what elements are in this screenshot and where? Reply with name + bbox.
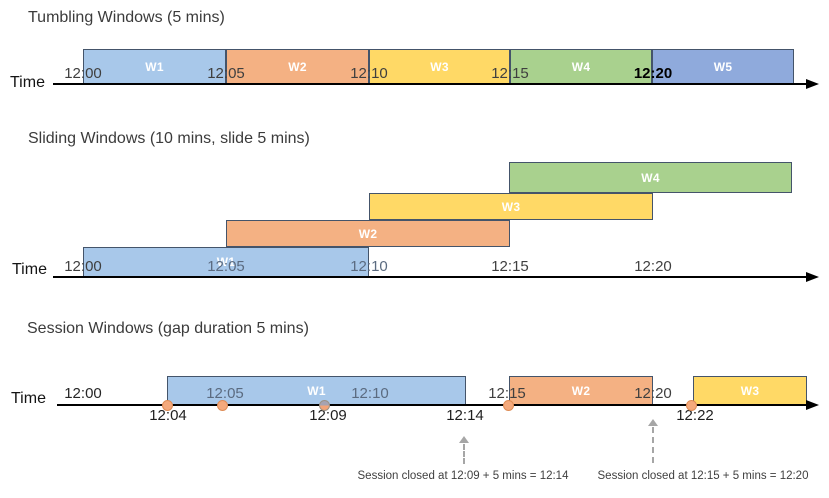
tick-label: 12:20 bbox=[633, 65, 673, 82]
tick-label: 12:05 bbox=[207, 258, 245, 275]
time-axis-label: Time bbox=[12, 261, 47, 278]
tick-label: 12:15 bbox=[491, 258, 529, 275]
tick-label: 12:20 bbox=[634, 385, 672, 402]
event-time-label: 12:14 bbox=[446, 407, 484, 424]
session-close-arrow-line bbox=[652, 427, 654, 463]
window-label: W3 bbox=[430, 59, 449, 74]
section-title: Sliding Windows (10 mins, slide 5 mins) bbox=[28, 130, 310, 147]
tick-label: 12:05 bbox=[207, 65, 245, 82]
window-label: W3 bbox=[740, 383, 760, 398]
window-label: W4 bbox=[641, 170, 660, 185]
window-box: W1 bbox=[83, 247, 369, 277]
tick-label: 12:10 bbox=[351, 385, 389, 402]
event-time-label: 12:22 bbox=[676, 407, 714, 424]
event-dot bbox=[503, 400, 514, 411]
window-box: W3 bbox=[369, 193, 653, 220]
window-label: W1 bbox=[216, 255, 236, 269]
window-label: W3 bbox=[501, 199, 521, 214]
window-label: W2 bbox=[571, 383, 591, 398]
window-box: W1 bbox=[167, 376, 466, 405]
session-close-arrow-icon bbox=[459, 436, 469, 443]
window-box: W2 bbox=[226, 49, 369, 84]
event-dot bbox=[162, 400, 173, 411]
window-label: W2 bbox=[288, 59, 307, 74]
event-dot bbox=[319, 400, 330, 411]
window-label: W5 bbox=[713, 59, 733, 74]
timeline bbox=[53, 83, 810, 85]
session-close-arrow-line bbox=[463, 444, 465, 464]
window-box: W1 bbox=[83, 49, 226, 84]
window-label: W1 bbox=[307, 383, 326, 398]
window-box: W4 bbox=[510, 49, 652, 84]
event-time-label: 12:09 bbox=[309, 407, 347, 424]
session-close-annotation: Session closed at 12:09 + 5 mins = 12:14 bbox=[357, 470, 569, 482]
session-close-arrow-icon bbox=[648, 419, 658, 426]
window-label: W2 bbox=[358, 226, 378, 241]
event-dot bbox=[217, 400, 228, 411]
tick-label: 12:15 bbox=[488, 385, 526, 402]
tick-label: 12:00 bbox=[64, 385, 102, 402]
tick-label: 12:10 bbox=[350, 258, 388, 275]
event-time-label: 12:04 bbox=[149, 407, 187, 424]
tick-label: 12:20 bbox=[634, 258, 672, 275]
timeline-arrow-icon bbox=[806, 400, 819, 410]
window-label: W1 bbox=[145, 59, 164, 74]
timeline bbox=[57, 404, 810, 406]
window-box: W2 bbox=[226, 220, 510, 247]
window-box: W3 bbox=[693, 376, 807, 405]
tick-label: 12:00 bbox=[64, 65, 102, 82]
timeline bbox=[53, 276, 810, 278]
window-box: W5 bbox=[652, 49, 794, 84]
window-label: W4 bbox=[571, 59, 591, 74]
tick-label: 12:15 bbox=[491, 65, 529, 82]
timeline-arrow-icon bbox=[806, 272, 819, 282]
tick-label: 12:00 bbox=[64, 258, 102, 275]
section-title: Tumbling Windows (5 mins) bbox=[28, 9, 225, 26]
section-title: Session Windows (gap duration 5 mins) bbox=[27, 320, 309, 337]
time-axis-label: Time bbox=[11, 390, 46, 407]
session-close-annotation: Session closed at 12:15 + 5 mins = 12:20 bbox=[597, 470, 809, 482]
timeline-arrow-icon bbox=[806, 79, 819, 89]
time-axis-label: Time bbox=[10, 74, 45, 91]
event-dot bbox=[686, 400, 697, 411]
tick-label: 12:05 bbox=[206, 385, 244, 402]
window-box: W4 bbox=[509, 162, 792, 193]
window-box: W3 bbox=[369, 49, 510, 84]
tick-label: 12:10 bbox=[350, 65, 388, 82]
